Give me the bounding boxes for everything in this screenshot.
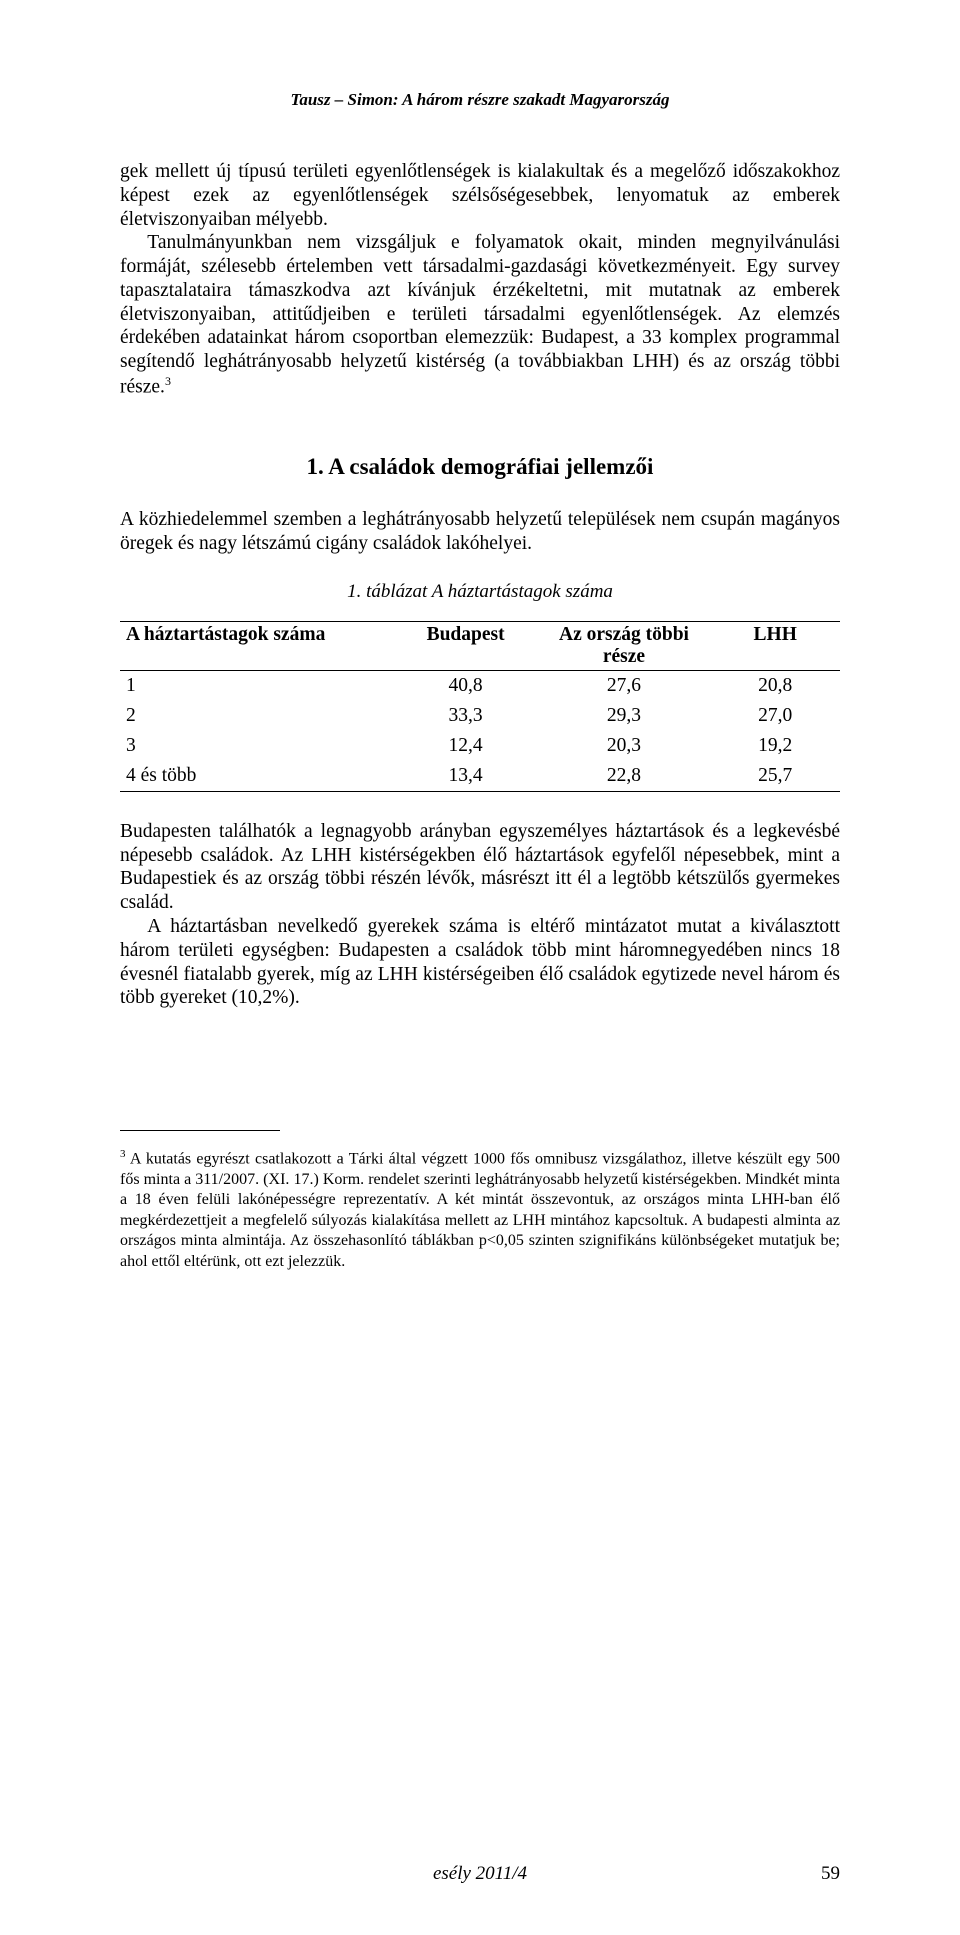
table-cell-label: 3 <box>120 731 394 761</box>
table-row: 4 és több 13,4 22,8 25,7 <box>120 761 840 792</box>
paragraph-1: gek mellett új típusú területi egyenlőtl… <box>120 160 840 231</box>
table-cell-rest: 27,6 <box>538 670 711 701</box>
table-cell-label: 4 és több <box>120 761 394 792</box>
footnote-ref-3: 3 <box>165 374 171 388</box>
paragraph-5: A háztartásban nevelkedő gyerekek száma … <box>120 915 840 1010</box>
table-row: 3 12,4 20,3 19,2 <box>120 731 840 761</box>
table-cell-lhh: 25,7 <box>710 761 840 792</box>
table-cell-rest: 29,3 <box>538 701 711 731</box>
table-cell-rest: 20,3 <box>538 731 711 761</box>
table-cell-lhh: 27,0 <box>710 701 840 731</box>
footnote-3: 3 A kutatás egyrészt csatlakozott a Tárk… <box>120 1147 840 1272</box>
table-cell-label: 1 <box>120 670 394 701</box>
table-1-col-4-header: LHH <box>710 621 840 670</box>
table-row: 1 40,8 27,6 20,8 <box>120 670 840 701</box>
paragraph-2-text: Tanulmányunkban nem vizsgáljuk e folyama… <box>120 232 840 397</box>
table-row: 2 33,3 29,3 27,0 <box>120 701 840 731</box>
section-heading-1: 1. A családok demográfiai jellemzői <box>120 454 840 480</box>
table-1-col-1-header: A háztartástagok száma <box>120 621 394 670</box>
footnote-text: A kutatás egyrészt csatlakozott a Tárki … <box>120 1150 840 1269</box>
table-1-col-3-header: Az ország többi része <box>538 621 711 670</box>
footer-journal: esély 2011/4 <box>0 1863 960 1885</box>
table-cell-lhh: 19,2 <box>710 731 840 761</box>
table-cell-budapest: 33,3 <box>394 701 538 731</box>
table-1-col-3-header-line1: Az ország többi <box>559 624 689 645</box>
paragraph-4: Budapesten találhatók a legnagyobb arány… <box>120 820 840 915</box>
page-number: 59 <box>821 1863 840 1885</box>
running-head: Tausz – Simon: A három részre szakadt Ma… <box>120 90 840 110</box>
table-cell-budapest: 13,4 <box>394 761 538 792</box>
table-cell-label: 2 <box>120 701 394 731</box>
table-cell-rest: 22,8 <box>538 761 711 792</box>
footnote-marker: 3 <box>120 1148 126 1160</box>
table-1-col-2-header: Budapest <box>394 621 538 670</box>
table-1-header-row: A háztartástagok száma Budapest Az orszá… <box>120 621 840 670</box>
footnote-rule <box>120 1130 280 1131</box>
table-cell-budapest: 40,8 <box>394 670 538 701</box>
table-cell-lhh: 20,8 <box>710 670 840 701</box>
table-cell-budapest: 12,4 <box>394 731 538 761</box>
table-1-col-3-header-line2: része <box>544 646 705 668</box>
paragraph-3: A közhiedelemmel szemben a leghátrányosa… <box>120 508 840 556</box>
table-1-caption: 1. táblázat A háztartástagok száma <box>120 581 840 603</box>
page: Tausz – Simon: A három részre szakadt Ma… <box>0 0 960 1935</box>
paragraph-2: Tanulmányunkban nem vizsgáljuk e folyama… <box>120 231 840 399</box>
table-1: A háztartástagok száma Budapest Az orszá… <box>120 621 840 792</box>
